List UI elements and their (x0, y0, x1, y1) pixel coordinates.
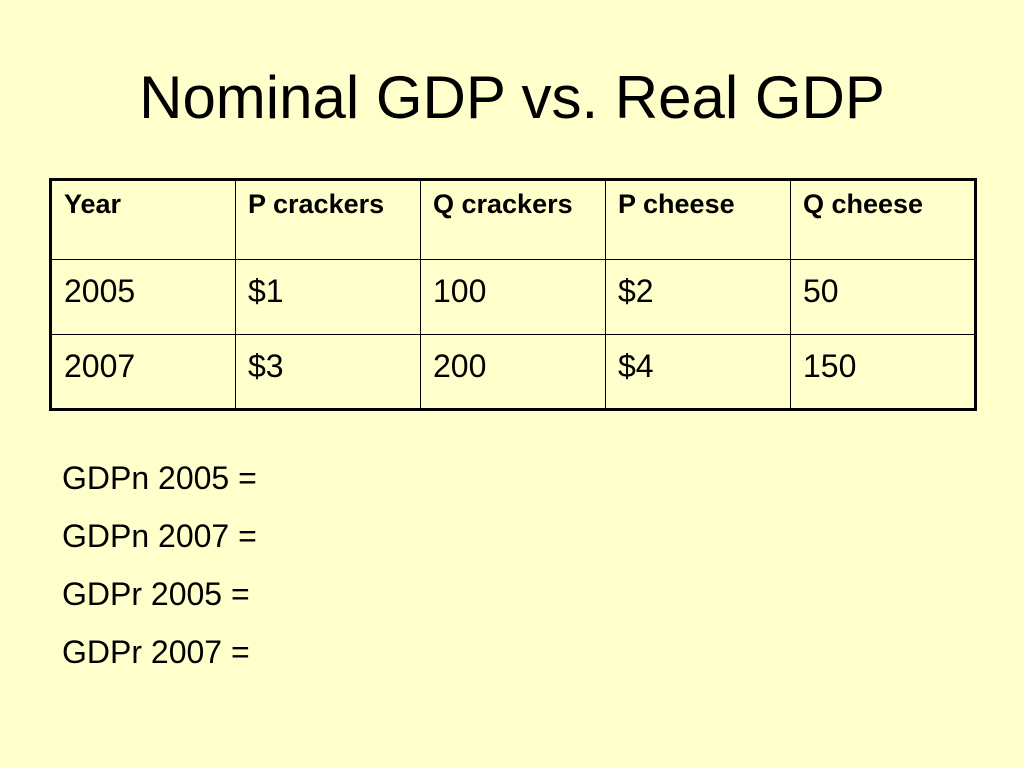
formula-gdpr-2005: GDPr 2005 = (62, 576, 250, 612)
cell-q-crackers: 200 (420, 334, 606, 410)
slide-title: Nominal GDP vs. Real GDP (139, 64, 885, 131)
cell-q-cheese: 150 (790, 334, 976, 410)
formula-gdpr-2007: GDPr 2007 = (62, 634, 250, 670)
header-q-crackers: Q crackers (420, 179, 606, 260)
cell-p-cheese: $2 (605, 259, 791, 335)
header-q-cheese: Q cheese (790, 179, 976, 260)
cell-p-cheese: $4 (605, 334, 791, 410)
table-header-row: Year P crackers Q crackers P cheese Q ch… (50, 179, 976, 260)
cell-p-crackers: $1 (235, 259, 421, 335)
formula-gdpn-2005: GDPn 2005 = (62, 460, 257, 496)
header-p-cheese: P cheese (605, 179, 791, 260)
cell-p-crackers: $3 (235, 334, 421, 410)
price-quantity-table: Year P crackers Q crackers P cheese Q ch… (49, 178, 977, 411)
cell-year: 2005 (50, 259, 236, 335)
formula-gdpn-2007: GDPn 2007 = (62, 518, 257, 554)
cell-q-crackers: 100 (420, 259, 606, 335)
table-row: 2005 $1 100 $2 50 (50, 259, 976, 335)
formula-list: GDPn 2005 = GDPn 2007 = GDPr 2005 = GDPr… (62, 449, 257, 681)
header-year: Year (50, 179, 236, 260)
cell-q-cheese: 50 (790, 259, 976, 335)
header-p-crackers: P crackers (235, 179, 421, 260)
table-row: 2007 $3 200 $4 150 (50, 334, 976, 410)
cell-year: 2007 (50, 334, 236, 410)
